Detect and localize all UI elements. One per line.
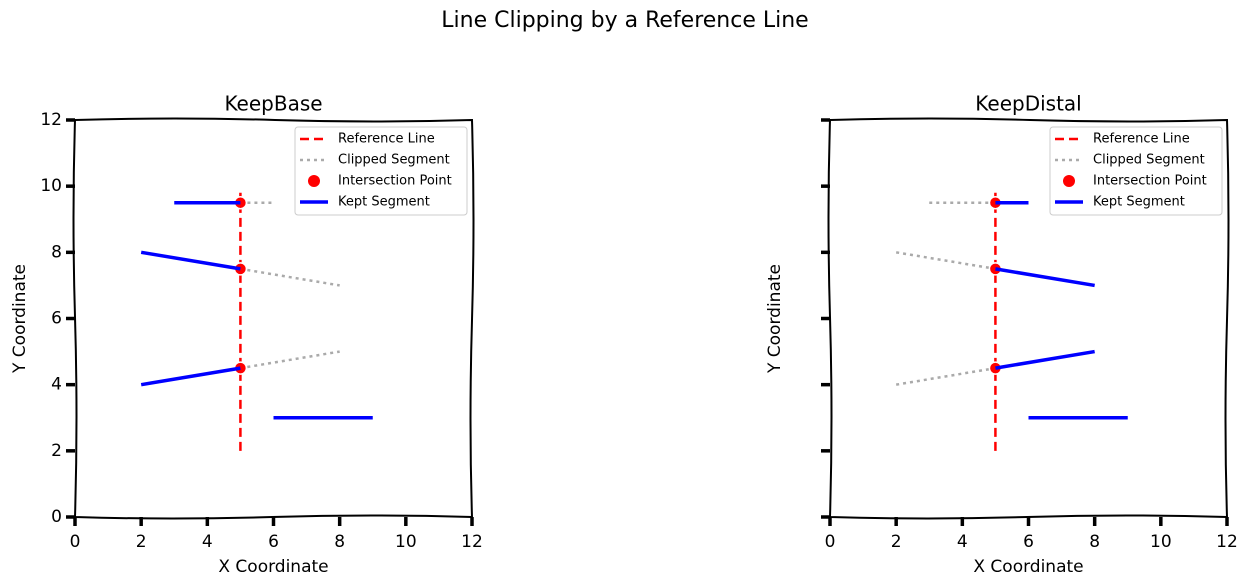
y-tick-label: 6: [51, 309, 62, 329]
legend-label: Kept Segment: [1093, 195, 1185, 210]
x-axis-label: X Coordinate: [218, 557, 328, 577]
x-tick-label: 4: [202, 532, 213, 552]
x-tick-label: 2: [891, 532, 902, 552]
x-tick-label: 2: [136, 532, 147, 552]
x-tick-label: 0: [70, 532, 81, 552]
x-tick-label: 10: [1150, 532, 1172, 552]
y-tick-label: 4: [51, 375, 62, 395]
series-line: [240, 201, 340, 370]
legend-label: Reference Line: [1093, 132, 1190, 147]
figure-title: Line Clipping by a Reference Line: [441, 8, 808, 33]
legend-label: Clipped Segment: [1093, 153, 1205, 168]
y-tick-label: 0: [51, 507, 62, 527]
series-line: [895, 201, 996, 386]
legend-marker: [1063, 175, 1075, 187]
x-axis-label: X Coordinate: [973, 557, 1083, 577]
subplot-title: KeepDistal: [975, 92, 1081, 116]
y-tick-label: 2: [51, 441, 62, 461]
x-tick-label: 8: [334, 532, 345, 552]
x-tick-label: 4: [957, 532, 968, 552]
x-tick-label: 8: [1089, 532, 1100, 552]
legend-label: Kept Segment: [338, 195, 430, 210]
series-line: [140, 200, 373, 420]
legend-label: Reference Line: [338, 132, 435, 147]
y-tick-label: 12: [40, 110, 62, 130]
x-tick-label: 6: [1023, 532, 1034, 552]
legend-box: [1049, 126, 1223, 216]
legend-marker: [308, 175, 320, 187]
legend-label: Clipped Segment: [338, 153, 450, 168]
x-tick-label: 12: [1216, 532, 1238, 552]
legend-box: [294, 126, 468, 216]
x-tick-label: 12: [461, 532, 483, 552]
y-axis-label: Y Coordinate: [765, 264, 785, 374]
subplot-title: KeepBase: [224, 92, 322, 116]
series-line: [995, 200, 1128, 420]
x-tick-label: 6: [268, 532, 279, 552]
legend-label: Intersection Point: [338, 174, 452, 189]
x-tick-label: 10: [395, 532, 417, 552]
y-tick-label: 10: [40, 176, 62, 196]
x-tick-label: 0: [825, 532, 836, 552]
y-axis-label: Y Coordinate: [10, 264, 30, 374]
y-tick-label: 8: [51, 242, 62, 262]
legend-label: Intersection Point: [1093, 174, 1207, 189]
